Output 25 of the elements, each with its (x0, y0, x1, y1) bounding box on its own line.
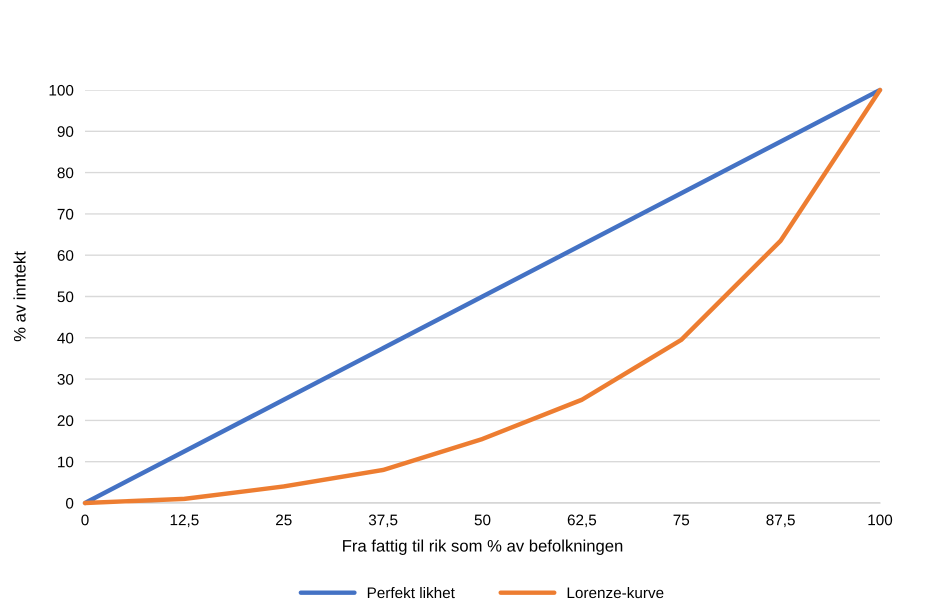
line-series (82, 88, 882, 506)
y-tick-label: 60 (58, 250, 74, 261)
y-tick-label: 20 (58, 415, 74, 426)
x-tick-label: 100 (868, 514, 892, 526)
y-tick-label: 90 (58, 126, 74, 137)
y-tick-label: 30 (57, 374, 74, 385)
x-tick-label: 25 (276, 514, 292, 526)
y-tick-label: 40 (57, 332, 74, 344)
y-axis-title: % av inntekt (13, 251, 26, 342)
y-tick-label: 50 (58, 291, 74, 302)
x-tick-label: 75 (674, 514, 690, 526)
y-tick-label: 70 (58, 208, 74, 220)
x-tick-label: 0 (81, 514, 89, 526)
y-tick-label: 80 (58, 167, 74, 178)
x-tick-label: 37,5 (368, 514, 398, 528)
legend-label: Lorenze-kurve (568, 586, 664, 598)
y-tick-label: 10 (58, 456, 74, 468)
y-tick-label: 100 (50, 84, 74, 96)
x-tick-label: 87,5 (766, 514, 795, 528)
x-tick-label: 62,5 (568, 514, 596, 528)
y-tick-label: 0 (66, 498, 74, 509)
x-axis-title: Fra fattig til rik som % av befolkningen (343, 539, 622, 555)
legend-label: Perfekt likhet (368, 586, 455, 598)
x-tick-label: 50 (474, 514, 490, 526)
x-tick-label: 12,5 (170, 514, 199, 528)
